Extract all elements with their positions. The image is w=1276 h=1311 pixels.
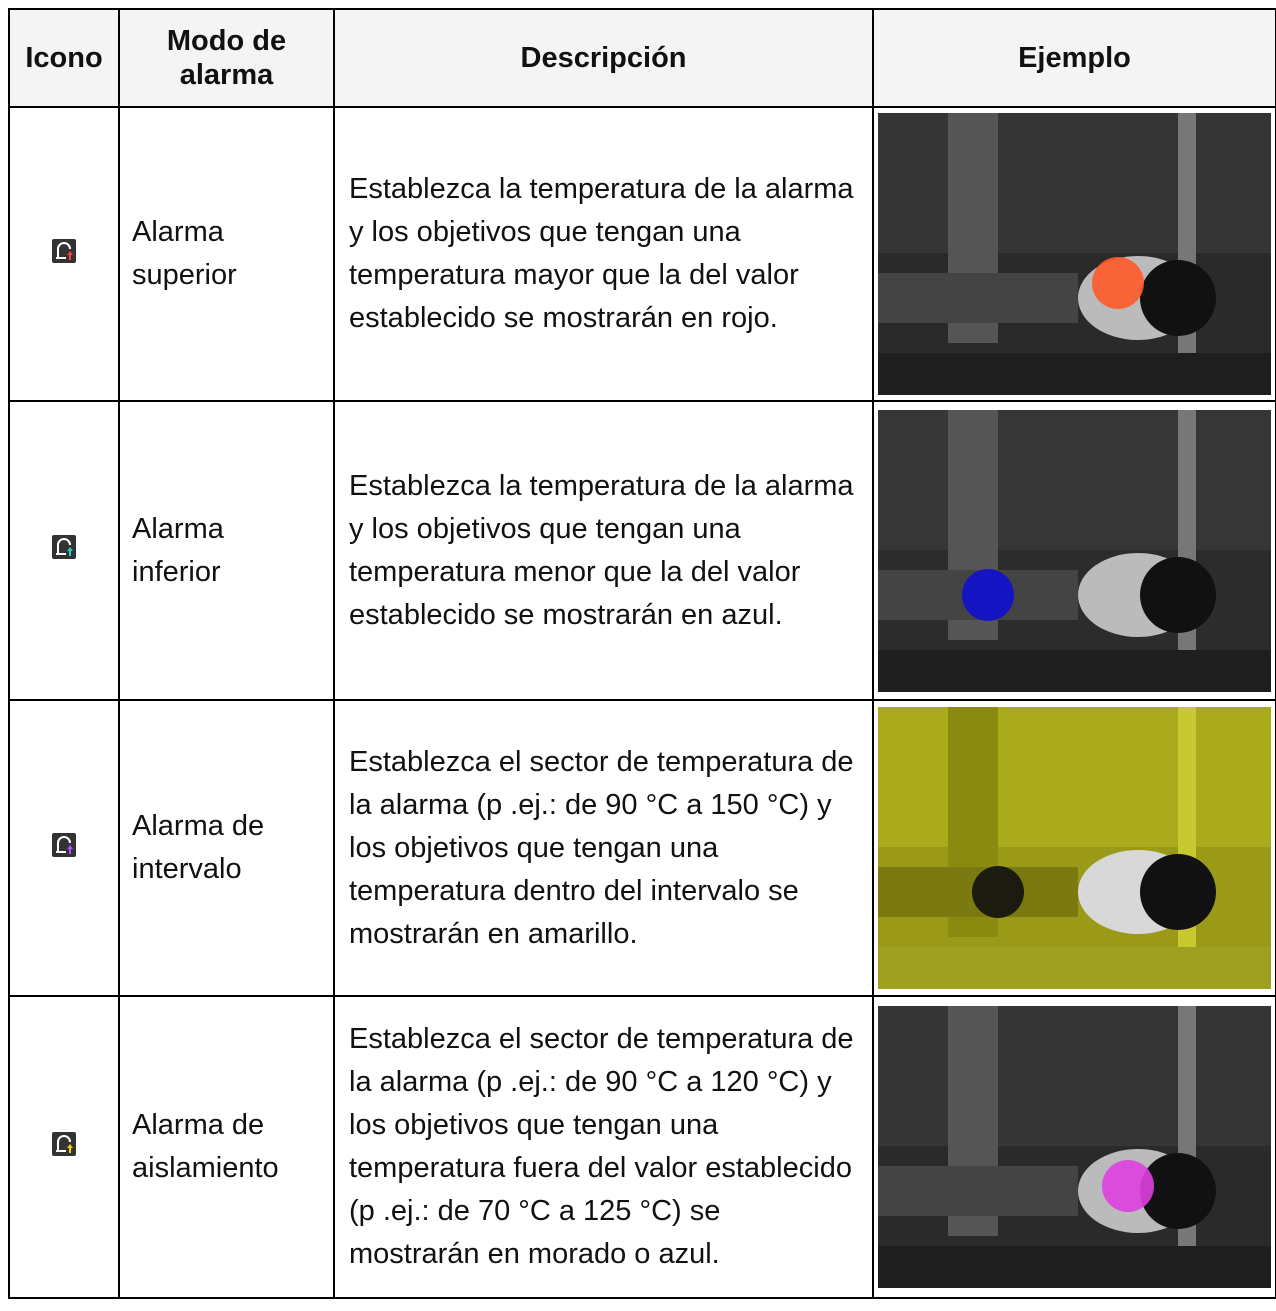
icon-cell — [8, 995, 120, 1299]
icon-cell — [8, 699, 120, 997]
mode-cell: Alarma de aislamiento — [118, 995, 335, 1299]
mode-cell: Alarma de intervalo — [118, 699, 335, 997]
row: Alarma de aislamiento Establezca el secto… — [8, 995, 1276, 1299]
alarm-icon — [52, 535, 76, 559]
example-image — [878, 1006, 1271, 1288]
example-image — [878, 707, 1271, 989]
example-cell — [872, 400, 1276, 701]
example-cell — [872, 106, 1276, 402]
header-cell: Icono — [8, 8, 120, 108]
example-image — [878, 409, 1271, 692]
mode-text: Alarma de aislamiento — [132, 1109, 279, 1184]
header-text: Modo de alarma — [166, 25, 287, 91]
mode-text: Alarma de intervalo — [132, 810, 265, 885]
example-image — [878, 113, 1271, 395]
row: Alarma de intervalo Establezca el sector … — [8, 699, 1276, 997]
header-cell: Descripción — [333, 8, 874, 108]
row: Alarma superior Establezca la temperatura… — [8, 106, 1276, 402]
example-cell — [872, 995, 1276, 1299]
alarm-icon — [52, 238, 76, 263]
alarm-icon — [52, 1131, 76, 1156]
alarm-icon — [52, 832, 76, 857]
icon-cell — [8, 106, 120, 402]
row: Alarma inferior Establezca la temperatura… — [8, 400, 1276, 701]
header-row: Icono Modo de alarma Descripción Ejemplo — [8, 8, 1276, 108]
icon-cell — [8, 400, 120, 701]
description-cell: Establezca la temperatura de la alarma y… — [333, 400, 874, 701]
header-cell: Ejemplo — [872, 8, 1276, 108]
header-cell: Modo de alarma — [118, 8, 335, 108]
example-cell — [872, 699, 1276, 997]
mode-text: Alarma inferior — [132, 512, 224, 588]
mode-cell: Alarma superior — [118, 106, 335, 402]
description-cell: Establezca el sector de temperatura de l… — [333, 995, 874, 1299]
alarm-table: Icono Modo de alarma Descripción Ejemplo… — [8, 8, 1276, 1299]
mode-text: Alarma superior — [132, 216, 237, 291]
mode-cell: Alarma inferior — [118, 400, 335, 701]
description-cell: Establezca el sector de temperatura de l… — [333, 699, 874, 997]
description-cell: Establezca la temperatura de la alarma y… — [333, 106, 874, 402]
